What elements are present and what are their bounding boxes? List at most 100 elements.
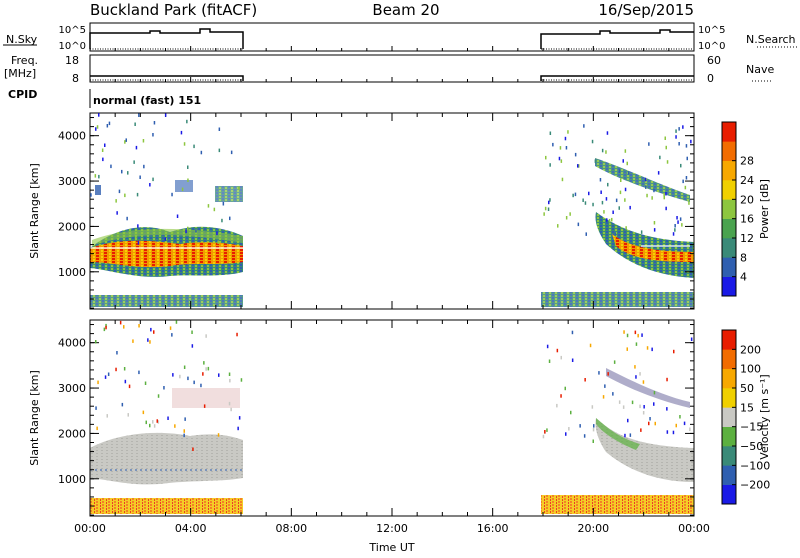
velocity-colorbar-cell [722, 426, 736, 447]
power-colorbar-cell [722, 199, 736, 219]
time-tick-label: 08:00 [275, 522, 307, 535]
power-weak-band [92, 228, 243, 246]
velocity-colorbar-cell [722, 388, 736, 408]
velocity-right-green-arc [595, 418, 694, 482]
power-panel: 1000 2000 3000 4000 Slant Range [km] [28, 112, 695, 310]
velocity-colorbar-tick: 100 [740, 363, 761, 376]
velocity-panel: 1000 2000 3000 4000 00:00 04:00 08:00 12:00 16:… [28, 319, 710, 554]
velocity-colorbar-tick: 15 [740, 401, 754, 414]
velocity-far-patch [172, 388, 240, 408]
power-colorbar-label: Power [dB] [758, 179, 771, 239]
velocity-grey-band [90, 432, 243, 485]
freq-tick-top: 18 [65, 54, 79, 67]
time-tick-label: 12:00 [376, 522, 408, 535]
cpid-mode: normal (fast) 151 [93, 94, 201, 107]
power-near-range [90, 295, 243, 307]
velocity-colorbar-cell [722, 330, 736, 350]
power-colorbar-cell [722, 257, 736, 277]
time-tick-label: 00:00 [678, 522, 710, 535]
velocity-colorbar-tick: −100 [740, 459, 770, 472]
velocity-y-tick-label: 3000 [58, 382, 86, 395]
nsearch-tick-bottom: 10^0 [698, 41, 725, 52]
panel-hour-ticks [89, 46, 695, 51]
velocity-colorbar-cell [722, 484, 736, 505]
power-colorbar-cell [722, 238, 736, 258]
nsky-tick-bottom: 10^0 [59, 41, 86, 52]
power-colorbar-tick: 16 [740, 213, 754, 226]
velocity-colorbar-label: Velocity [m s⁻¹] [758, 374, 771, 459]
velocity-colorbar: 200 100 50 15 −15 −50 −100 −200 Velocity [m s⁻¹… [721, 329, 771, 505]
nsearch-tick-top: 10^5 [698, 25, 725, 36]
scatter-returns [90, 113, 692, 245]
velocity-colorbar-cell [722, 465, 736, 485]
panel-hour-ticks [89, 77, 695, 82]
power-right-upper-arc [595, 158, 690, 202]
power-y-tick-label: 1000 [58, 266, 86, 279]
power-y-tick-label: 3000 [58, 175, 86, 188]
nsky-tick-top: 10^5 [59, 25, 86, 36]
nave-label: Nave [746, 63, 774, 76]
power-y-tick-label: 4000 [58, 130, 86, 143]
velocity-x-ticks: 00:00 04:00 08:00 12:00 16:00 20:00 00:00 [74, 320, 710, 535]
power-colorbar-cell [722, 141, 736, 161]
freq-panel: Freq. [MHz] 18 8 60 0 Nave [4, 54, 774, 85]
velocity-colorbar-cell [722, 446, 736, 466]
time-tick-label: 20:00 [577, 522, 609, 535]
power-colorbar-cell [722, 218, 736, 239]
power-y-tick-label: 2000 [58, 220, 86, 233]
freq-unit: [MHz] [4, 67, 36, 80]
nsky-label: N.Sky [6, 33, 38, 46]
velocity-y-ticks: 1000 2000 3000 4000 [58, 324, 694, 516]
velocity-colorbar-cell [722, 349, 736, 369]
power-colorbar-tick: 8 [740, 251, 747, 264]
velocity-colorbar-cell [722, 368, 736, 389]
power-far-patch-2 [95, 185, 101, 195]
power-colorbar-cell [722, 276, 736, 297]
power-far-patch-3 [175, 180, 193, 192]
nsearch-label: N.Search [746, 33, 796, 46]
power-colorbar-tick: 24 [740, 174, 754, 187]
power-colorbar-cell [722, 160, 736, 181]
velocity-colorbar-tick: 50 [740, 382, 754, 395]
velocity-colorbar-tick: 200 [740, 343, 761, 356]
beam-label: Beam 20 [372, 1, 439, 19]
freq-label: Freq. [11, 54, 38, 67]
velocity-ylabel: Slant Range [km] [28, 370, 41, 466]
velocity-right-near-range [541, 495, 694, 514]
power-ylabel: Slant Range [km] [28, 163, 41, 259]
velocity-colorbar-tick: −50 [740, 440, 763, 453]
power-far-patch-1 [215, 186, 243, 202]
cpid-panel: CPID normal (fast) 151 [8, 88, 201, 108]
time-tick-label: 16:00 [477, 522, 509, 535]
velocity-near-range [90, 498, 243, 514]
velocity-map [90, 368, 694, 514]
velocity-y-tick-label: 4000 [58, 337, 86, 350]
velocity-right-upper-arc [606, 368, 690, 408]
power-colorbar-cell [722, 122, 736, 142]
velocity-right-green-fringe [596, 418, 640, 450]
power-right-strong-arc [612, 234, 694, 262]
velocity-frame [89, 319, 695, 517]
power-x-ticks [89, 113, 695, 309]
time-tick-label: 04:00 [175, 522, 207, 535]
station-title: Buckland Park (fitACF) [90, 1, 257, 19]
power-colorbar-cell [722, 180, 736, 200]
velocity-y-tick-label: 2000 [58, 427, 86, 440]
nave-tick-bottom: 0 [707, 72, 714, 85]
nave-tick-top: 60 [707, 54, 721, 67]
cpid-label: CPID [8, 88, 37, 101]
power-colorbar: 4 8 12 16 20 24 28 Power [dB] [721, 121, 771, 297]
velocity-colorbar-tick: −15 [740, 421, 763, 434]
power-colorbar-tick: 28 [740, 155, 754, 168]
nsky-panel: N.Sky 10^5 10^0 10^5 10^0 N.Search [3, 22, 797, 52]
velocity-colorbar-cell [722, 407, 736, 427]
time-axis-label: Time UT [368, 541, 414, 554]
power-colorbar-tick: 20 [740, 193, 754, 206]
velocity-colorbar-tick: −200 [740, 479, 770, 492]
power-right-lower-arc [595, 212, 694, 278]
power-right-near-range [541, 292, 694, 307]
date-label: 16/Sep/2015 [598, 1, 694, 19]
power-strong-band [90, 240, 243, 268]
power-colorbar-tick: 4 [740, 271, 747, 284]
